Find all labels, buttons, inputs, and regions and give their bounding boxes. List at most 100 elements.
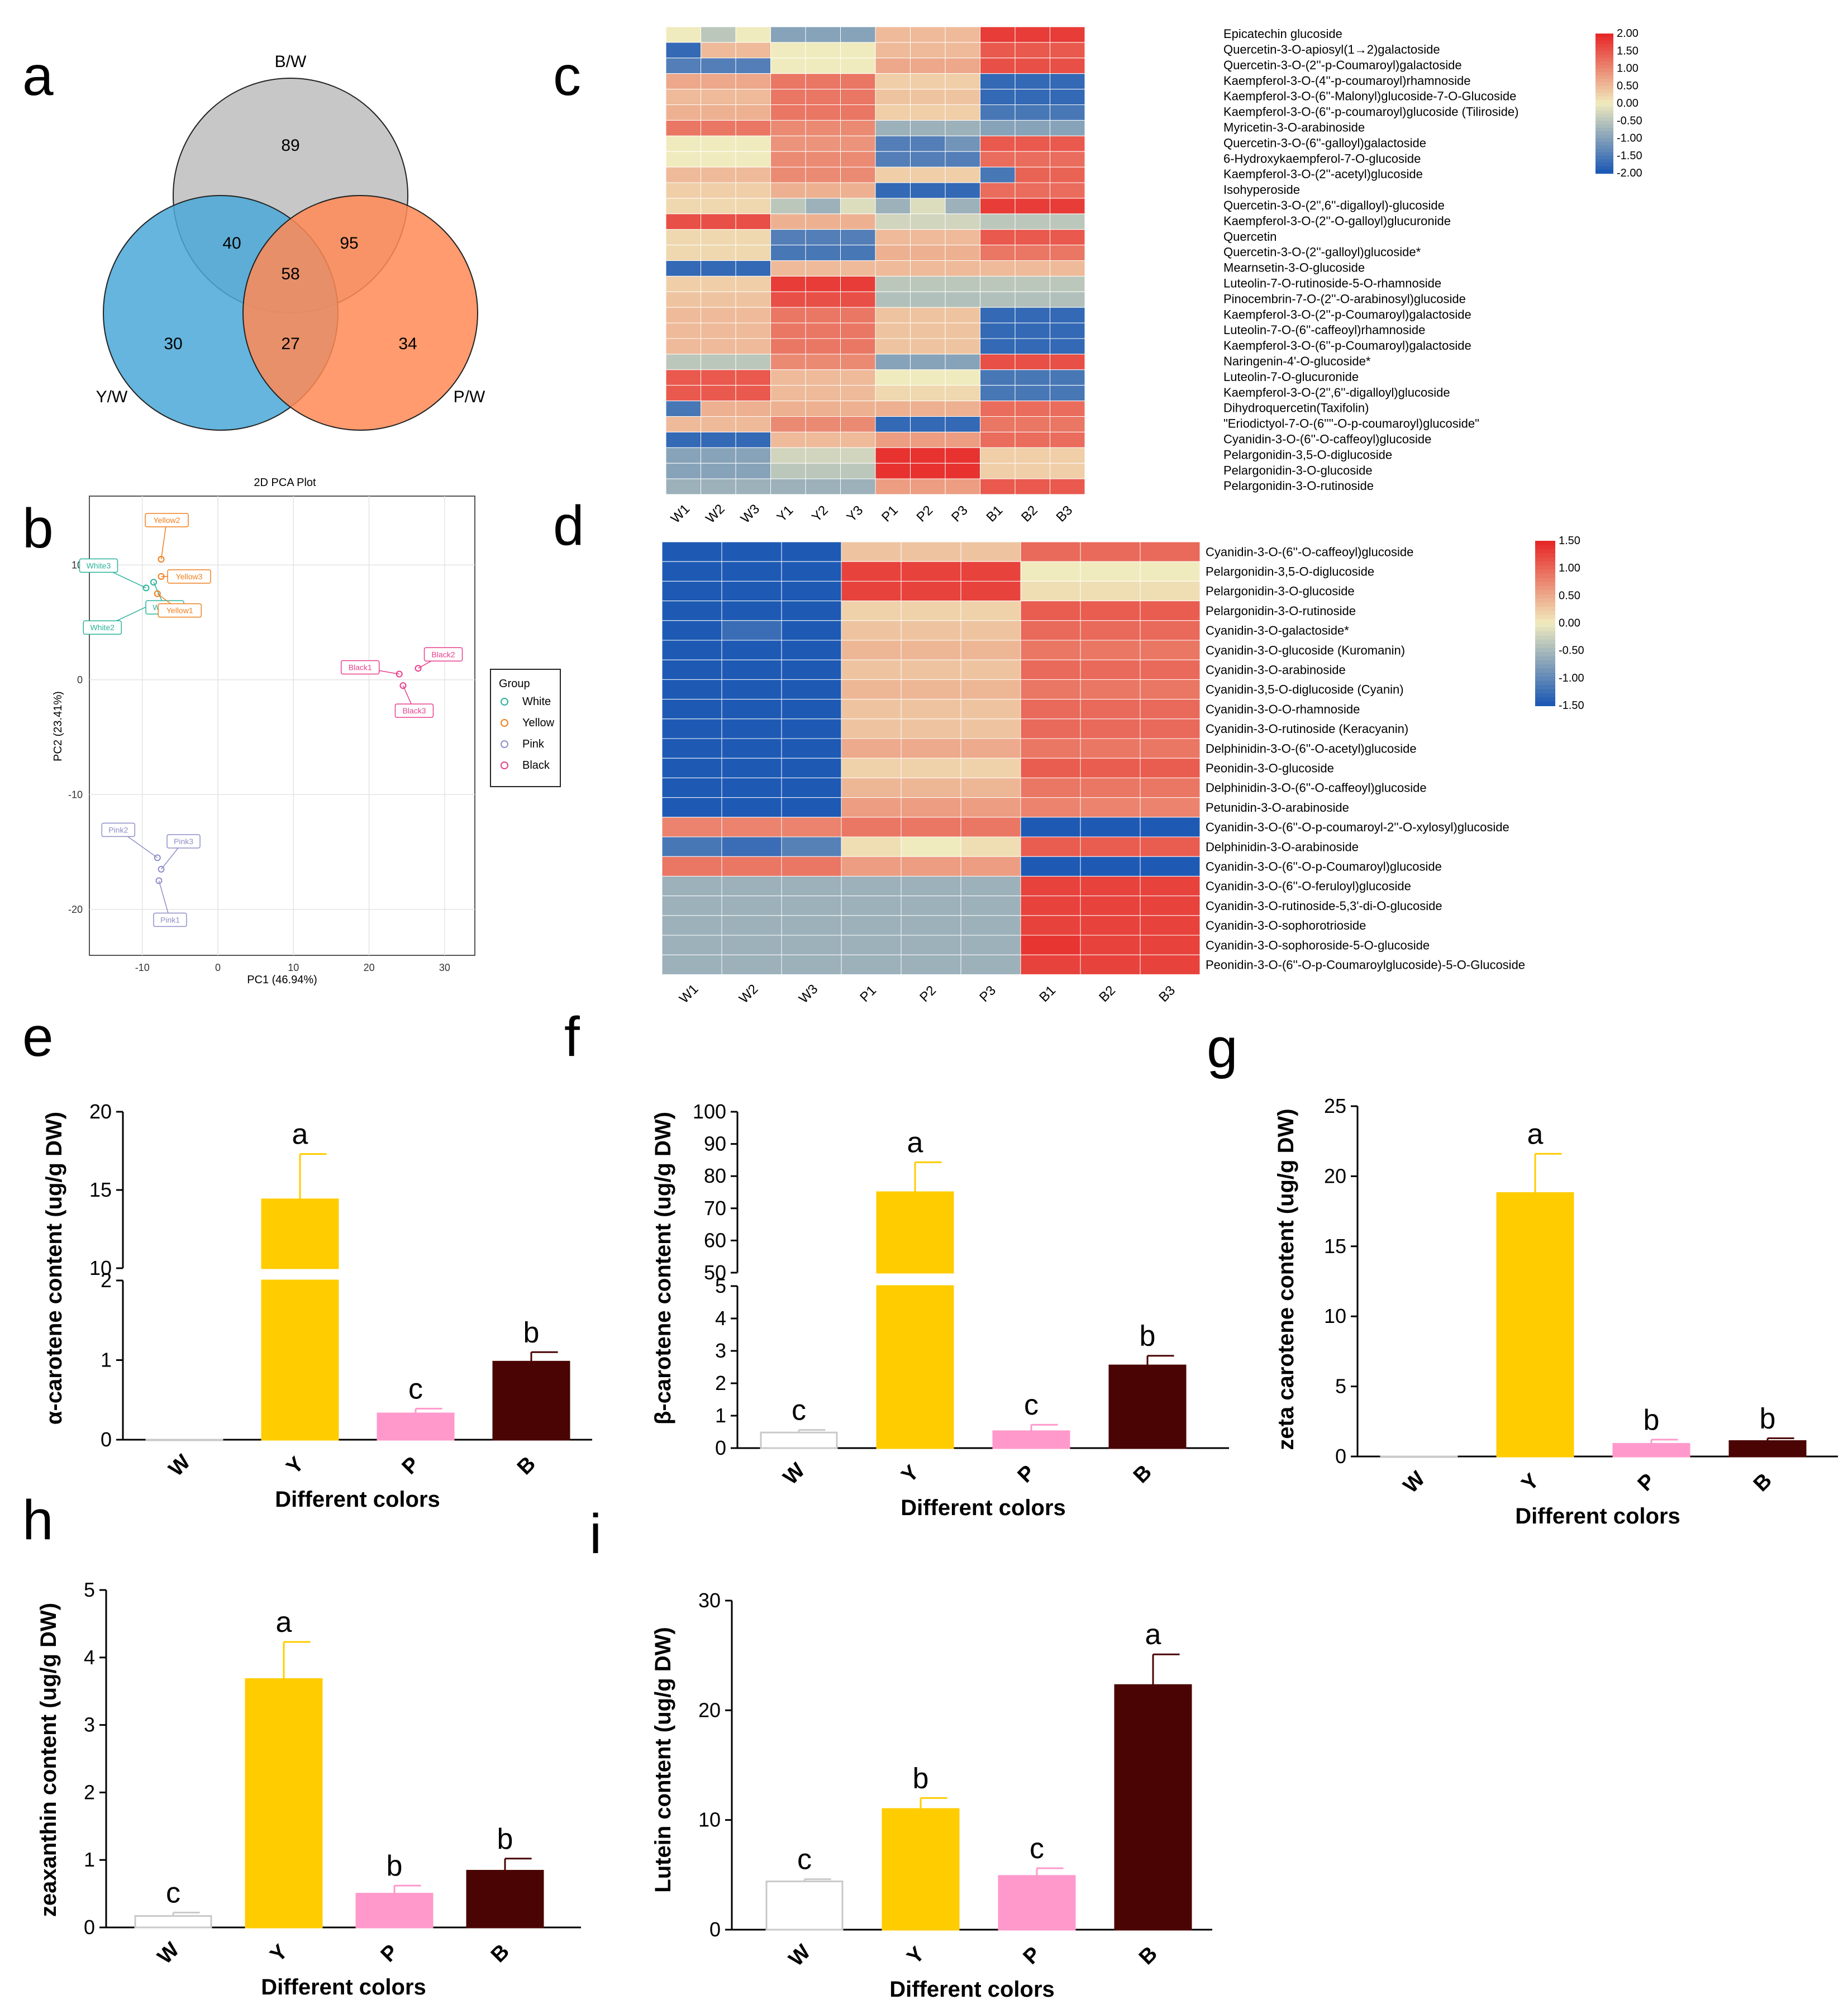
x-category-P: P — [398, 1453, 425, 1479]
heatmap-cell — [1020, 679, 1081, 700]
y-tick-label: 20 — [89, 1100, 112, 1123]
heatmap-cell — [701, 447, 736, 464]
heatmap-cell — [1020, 620, 1081, 641]
heatmap-legend-swatch — [1595, 113, 1613, 118]
heatmap-row-label: Cyanidin-3-O-glucoside (Kuromanin) — [1206, 643, 1405, 657]
venn-label-pw: P/W — [454, 388, 485, 406]
panel-letter-i: i — [589, 1503, 602, 1565]
x-category-P: P — [1633, 1469, 1660, 1496]
heatmap-cell — [735, 447, 771, 464]
heatmap-cell — [1020, 797, 1081, 818]
heatmap-cell — [721, 856, 782, 877]
heatmap-cell — [980, 135, 1016, 152]
pca-xtick: 30 — [439, 962, 450, 973]
heatmap-cell — [661, 601, 722, 621]
heatmap-cell — [701, 89, 736, 106]
heatmap-legend-swatch — [1595, 159, 1613, 164]
heatmap-cell — [875, 291, 911, 308]
heatmap-legend-swatch — [1595, 124, 1613, 128]
heatmap-legend-swatch — [1535, 553, 1555, 558]
heatmap-cell — [1080, 561, 1141, 582]
pca-xlabel: PC1 (46.94%) — [247, 974, 317, 986]
heatmap-cell — [945, 385, 980, 402]
heatmap-cell — [840, 385, 876, 402]
heatmap-cell — [945, 401, 980, 417]
heatmap-cell — [781, 601, 842, 621]
heatmap-cell — [1080, 836, 1141, 857]
heatmap-cell — [661, 640, 722, 660]
heatmap-cell — [1015, 166, 1050, 183]
y-tick-label: 2 — [715, 1372, 726, 1394]
heatmap-cell — [841, 817, 902, 837]
significance-letter-W: c — [792, 1394, 806, 1427]
heatmap-cell — [701, 338, 736, 355]
heatmap-cell — [1015, 307, 1050, 323]
heatmap-cell — [841, 777, 902, 798]
heatmap-row-label: Pelargonidin-3,5-O-diglucoside — [1206, 565, 1374, 579]
heatmap-legend-swatch — [1535, 693, 1555, 698]
bar-Y — [1496, 1192, 1574, 1458]
heatmap-legend-swatch — [1595, 131, 1613, 136]
bar-chart-i: 0 10 20 30 c Wb Yc Pa B Different colors Lutein co… — [651, 1589, 1212, 2002]
heatmap-cell — [840, 338, 876, 355]
heatmap-cell — [701, 135, 736, 152]
heatmap-cell — [840, 166, 876, 183]
heatmap-legend-swatch — [1535, 673, 1555, 678]
heatmap-cell — [1050, 385, 1085, 402]
heatmap-cell — [661, 561, 722, 582]
heatmap-cell — [770, 354, 806, 370]
heatmap-cell — [841, 620, 902, 641]
heatmap-row-label: Pelargonidin-3-O-rutinoside — [1223, 479, 1374, 493]
heatmap-cell — [901, 699, 961, 720]
heatmap-row-label: Peonidin-3-O-(6''-O-p-Coumaroylglucoside… — [1206, 958, 1525, 972]
heatmap-cell — [1015, 229, 1050, 246]
heatmap-cell — [1015, 416, 1050, 432]
heatmap-legend-swatch — [1595, 163, 1613, 167]
heatmap-row-label: Dihydroquercetin(Taxifolin) — [1223, 401, 1369, 415]
pca-point — [150, 579, 157, 586]
heatmap-col-label: W1 — [668, 501, 693, 526]
pca-point-label-box — [394, 703, 434, 718]
heatmap-cell — [875, 104, 911, 121]
heatmap-cell — [1080, 620, 1141, 641]
heatmap-cell — [960, 777, 1021, 798]
heatmap-cell — [1020, 758, 1081, 778]
x-axis-label: Different colors — [1515, 1504, 1680, 1529]
heatmap-cell — [770, 245, 806, 261]
heatmap-cell — [875, 478, 911, 495]
heatmap-cell — [1080, 640, 1141, 660]
y-axis-label: zeaxanthin content (ug/g DW) — [36, 1603, 61, 1917]
heatmap-cell — [945, 307, 980, 323]
heatmap-cell — [901, 817, 961, 837]
heatmap-cell — [841, 541, 902, 562]
heatmap-cell — [805, 478, 841, 495]
pca-point — [154, 590, 161, 597]
heatmap-cell — [665, 307, 701, 323]
heatmap-legend-swatch — [1535, 557, 1555, 562]
heatmap-cell — [841, 954, 902, 975]
heatmap-cell — [1015, 338, 1050, 355]
heatmap-cell — [840, 229, 876, 246]
heatmap-cell — [1050, 89, 1085, 106]
heatmap-cell — [1015, 385, 1050, 402]
heatmap-cell — [1020, 580, 1081, 602]
heatmap-cell — [840, 401, 876, 417]
heatmap-cell — [770, 73, 806, 90]
heatmap-cell — [945, 478, 980, 495]
heatmap-cell — [910, 73, 946, 90]
heatmap-cell — [735, 245, 771, 261]
heatmap-cell — [770, 26, 806, 43]
pca-ytick: 0 — [77, 674, 83, 685]
bar-B — [1108, 1364, 1187, 1449]
heatmap-col-label: Y2 — [809, 503, 831, 525]
heatmap-cell — [980, 151, 1016, 168]
heatmap-row-label: Quercetin-3-O-apiosyl(1→2)galactoside — [1223, 42, 1440, 56]
heatmap-row-label: Luteolin-7-O-(6''-caffeoyl)rhamnoside — [1223, 323, 1425, 337]
bar-B — [1728, 1440, 1807, 1458]
heatmap-cell — [1140, 836, 1201, 857]
y-tick-label: 1 — [715, 1404, 726, 1427]
heatmap-row-label: Cyanidin-3,5-O-diglucoside (Cyanin) — [1206, 683, 1404, 697]
heatmap-legend-swatch — [1595, 149, 1613, 153]
heatmap-cell — [735, 182, 771, 199]
heatmap-cell — [980, 401, 1016, 417]
